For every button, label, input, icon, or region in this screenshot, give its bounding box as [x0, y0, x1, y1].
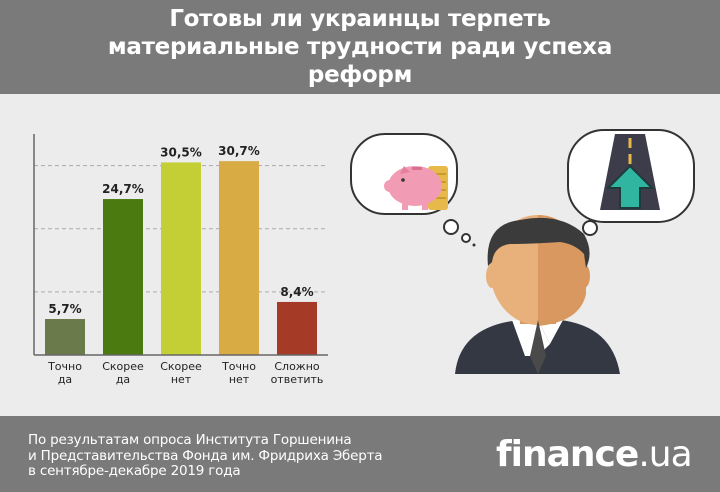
category-label: да: [58, 373, 72, 386]
value-label: 30,5%: [160, 145, 202, 159]
bar: [219, 161, 259, 355]
category-labels: ТочнодаСкореедаСкореенетТочнонетСложноот…: [47, 360, 323, 386]
footer: По результатам опроса Института Горшенин…: [0, 416, 720, 492]
finance-ua-logo: finance.ua: [496, 434, 693, 475]
source-note-line: в сентябре-декабре 2019 года: [28, 463, 241, 479]
person-icon: [455, 215, 620, 374]
header: Готовы ли украинцы терпеть материальные …: [0, 0, 720, 94]
bar-chart: 5,7%24,7%30,5% 30,7%8,4% ТочнодаСкореедаС…: [33, 129, 695, 386]
bars: [45, 161, 317, 355]
value-label: 8,4%: [280, 285, 313, 299]
piggy-bank-icon: [384, 166, 448, 210]
value-label: 30,7%: [218, 144, 260, 158]
source-note: По результатам опроса Института Горшенин…: [28, 432, 428, 480]
source-note-line: По результатам опроса Института Горшенин…: [28, 432, 352, 448]
category-label: нет: [229, 373, 250, 386]
category-label: нет: [171, 373, 192, 386]
road-arrow-icon: [600, 134, 660, 210]
source-note-line: и Представительства Фонда им. Фридриха Э…: [28, 447, 383, 464]
category-label: Скорее: [160, 360, 202, 373]
category-label: да: [116, 373, 130, 386]
category-label: Точно: [221, 360, 256, 373]
chart-area: 5,7% 24,7% 30,5% 30,7% 8,4% Точно да Скорее да С…: [0, 94, 720, 416]
category-label: Точно: [47, 360, 82, 373]
category-label: ответить: [271, 373, 324, 386]
value-label: 24,7%: [102, 182, 144, 196]
category-label: Скорее: [102, 360, 144, 373]
bar: [161, 162, 201, 355]
bar: [103, 199, 143, 355]
value-label: 5,7%: [48, 302, 81, 316]
bar: [45, 319, 85, 355]
value-labels: 5,7% 24,7% 30,5% 30,7% 8,4%: [48, 144, 313, 316]
bar: [277, 301, 317, 355]
category-label: Сложно: [274, 360, 320, 373]
chart-title: Готовы ли украинцы терпеть материальные …: [107, 6, 613, 88]
